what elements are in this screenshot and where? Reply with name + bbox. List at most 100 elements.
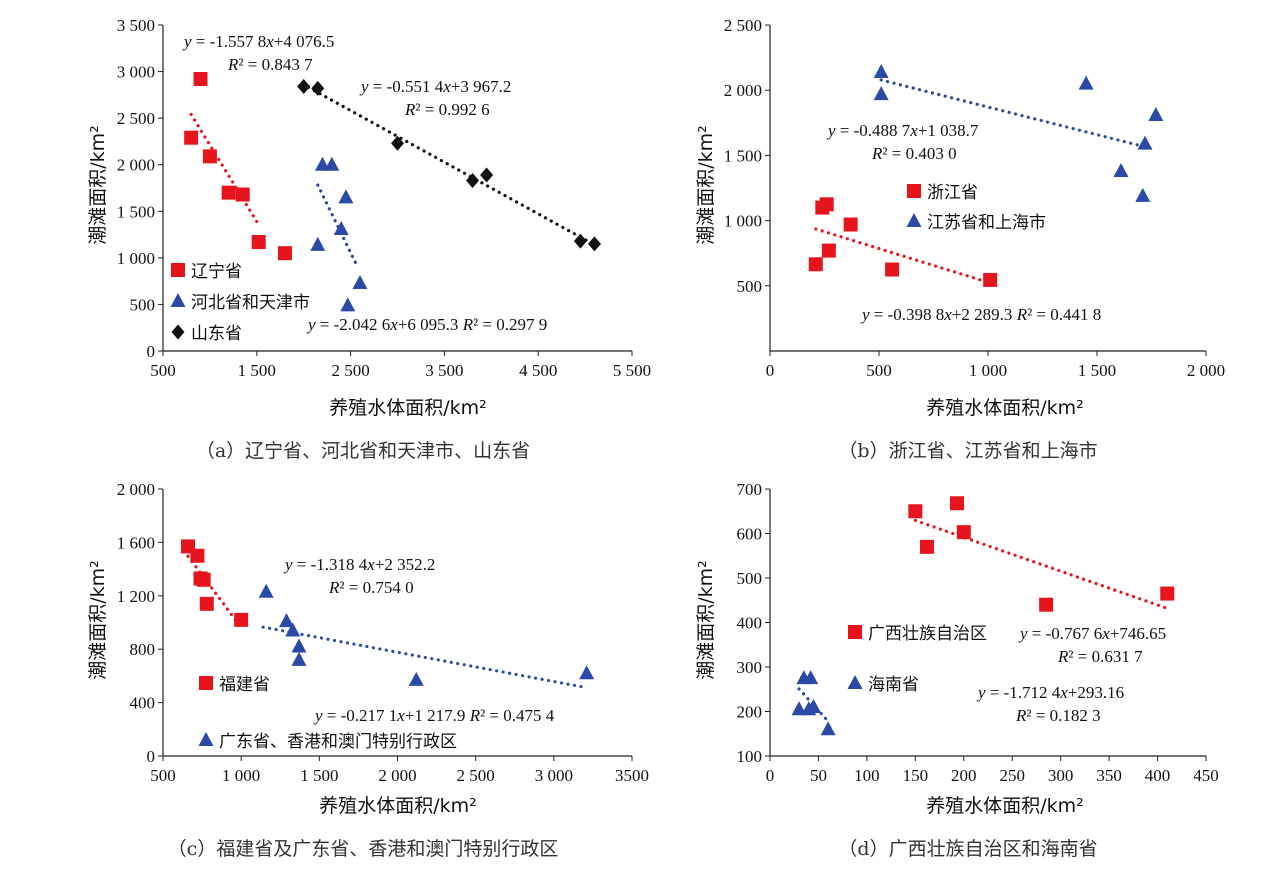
x-tick-label: 3500	[615, 766, 649, 785]
legend-marker	[847, 675, 863, 689]
r-squared: R² = 0.631 7	[1057, 647, 1143, 666]
data-point	[310, 236, 326, 251]
data-point	[297, 78, 311, 94]
series-0: y = -0.398 8x+2 289.3 R² = 0.441 8 浙江省	[808, 183, 1101, 324]
r-squared: R² = 0.182 3	[1015, 706, 1101, 725]
data-point	[873, 63, 889, 78]
y-tick-label: 500	[737, 569, 763, 588]
y-tick-label: 1 600	[117, 533, 155, 552]
data-point	[1148, 106, 1164, 121]
x-tick-label: 3 000	[535, 766, 573, 785]
y-tick-label: 500	[130, 295, 156, 314]
trend-equation: y = -0.551 4x+3 967.2	[359, 77, 511, 96]
x-tick-label: 500	[150, 361, 176, 380]
data-point	[579, 665, 595, 680]
x-tick-label: 50	[810, 766, 827, 785]
data-point	[235, 187, 250, 202]
y-tick-label: 1 500	[117, 202, 155, 221]
y-tick-label: 3 000	[117, 63, 155, 82]
data-point	[808, 257, 823, 272]
r-squared: R² = 0.843 7	[227, 55, 313, 74]
trend-equation: y = -0.767 6x+746.65	[1018, 624, 1166, 643]
data-point	[819, 197, 834, 212]
data-point	[324, 156, 340, 171]
data-point	[1039, 597, 1054, 612]
y-tick-label: 2 000	[117, 480, 155, 499]
trend-line	[316, 183, 357, 264]
panel-d: 100 200 300 400 500 600 700 0 50 100 150 200 250 300 3…	[695, 480, 1219, 860]
trend-line	[189, 112, 261, 227]
x-tick-label: 100	[854, 766, 880, 785]
data-point	[1135, 187, 1151, 202]
trend-line	[879, 78, 1156, 151]
data-point	[277, 246, 292, 261]
data-point	[983, 272, 998, 287]
panel-caption: （b）浙江省、江苏省和上海市	[838, 440, 1097, 462]
y-tick-label: 0	[147, 342, 156, 361]
legend-label: 河北省和天津市	[191, 293, 310, 313]
panel-caption: （c）福建省及广东省、香港和澳门特别行政区	[168, 838, 559, 860]
data-point	[949, 496, 964, 511]
y-tick-label: 700	[737, 480, 763, 499]
x-tick-label: 500	[866, 361, 892, 380]
x-tick-label: 1 000	[969, 361, 1007, 380]
y-axis-title: 潮滩面积/km²	[695, 125, 717, 245]
data-point	[587, 236, 601, 252]
data-point	[221, 185, 236, 200]
x-axis-title: 养殖水体面积/km²	[319, 795, 477, 817]
data-point	[843, 217, 858, 232]
data-point	[193, 72, 208, 87]
legend-label: 广西壮族自治区	[868, 624, 987, 644]
data-point	[791, 701, 807, 716]
x-tick-label: 500	[150, 766, 176, 785]
legend-marker	[170, 293, 186, 307]
trend-equation: y = -0.488 7x+1 038.7	[826, 121, 979, 140]
data-point	[184, 130, 199, 145]
data-point	[1113, 163, 1129, 178]
x-tick-label: 1 000	[222, 766, 260, 785]
trend-equation: y = -0.217 1x+1 217.9 R² = 0.475 4	[313, 706, 555, 725]
x-tick-label: 2 000	[378, 766, 416, 785]
data-point	[234, 612, 249, 627]
x-tick-label: 300	[1048, 766, 1074, 785]
data-point	[956, 525, 971, 540]
panel-caption: （d）广西壮族自治区和海南省	[838, 838, 1097, 860]
x-tick-label: 2 000	[1187, 361, 1225, 380]
legend-label: 福建省	[219, 675, 270, 695]
trend-equation: y = -1.557 8x+4 076.5	[182, 32, 334, 51]
x-tick-label: 1 500	[1078, 361, 1116, 380]
y-tick-label: 400	[130, 694, 156, 713]
trend-equation: y = -1.712 4x+293.16	[976, 683, 1124, 702]
data-point	[466, 173, 480, 189]
trend-line	[913, 518, 1169, 610]
y-tick-label: 600	[737, 525, 763, 544]
x-tick-label: 0	[766, 361, 775, 380]
trend-equation: y = -1.318 4x+2 352.2	[283, 555, 435, 574]
y-tick-label: 1 500	[724, 146, 762, 165]
y-tick-label: 400	[737, 614, 763, 633]
y-tick-label: 3 500	[117, 16, 155, 35]
x-axis-title: 养殖水体面积/km²	[329, 397, 487, 419]
legend-marker	[906, 213, 922, 227]
x-tick-label: 1 500	[238, 361, 276, 380]
series-1: y = -0.217 1x+1 217.9 R² = 0.475 4 广东省、香港…	[198, 583, 595, 752]
data-point	[285, 622, 301, 637]
legend-marker	[848, 625, 862, 639]
r-squared: R² = 0.754 0	[328, 578, 414, 597]
data-point	[908, 504, 923, 519]
x-tick-label: 5 500	[613, 361, 651, 380]
legend-marker	[907, 184, 921, 198]
legend-marker	[171, 263, 185, 277]
legend-label: 浙江省	[927, 183, 978, 203]
y-tick-label: 1 000	[724, 212, 762, 231]
legend-label: 江苏省和上海市	[927, 213, 1046, 233]
x-tick-label: 400	[1145, 766, 1171, 785]
data-point	[279, 613, 295, 628]
series-0: y = -1.557 8x+4 076.5 R² = 0.843 7 辽宁省	[171, 32, 334, 282]
data-point	[1160, 586, 1175, 601]
x-tick-label: 2 500	[331, 361, 369, 380]
x-tick-label: 4 500	[519, 361, 557, 380]
series-2: y = -0.551 4x+3 967.2 R² = 0.992 6 山东省	[171, 77, 601, 344]
data-point	[333, 220, 349, 235]
data-point	[873, 86, 889, 101]
